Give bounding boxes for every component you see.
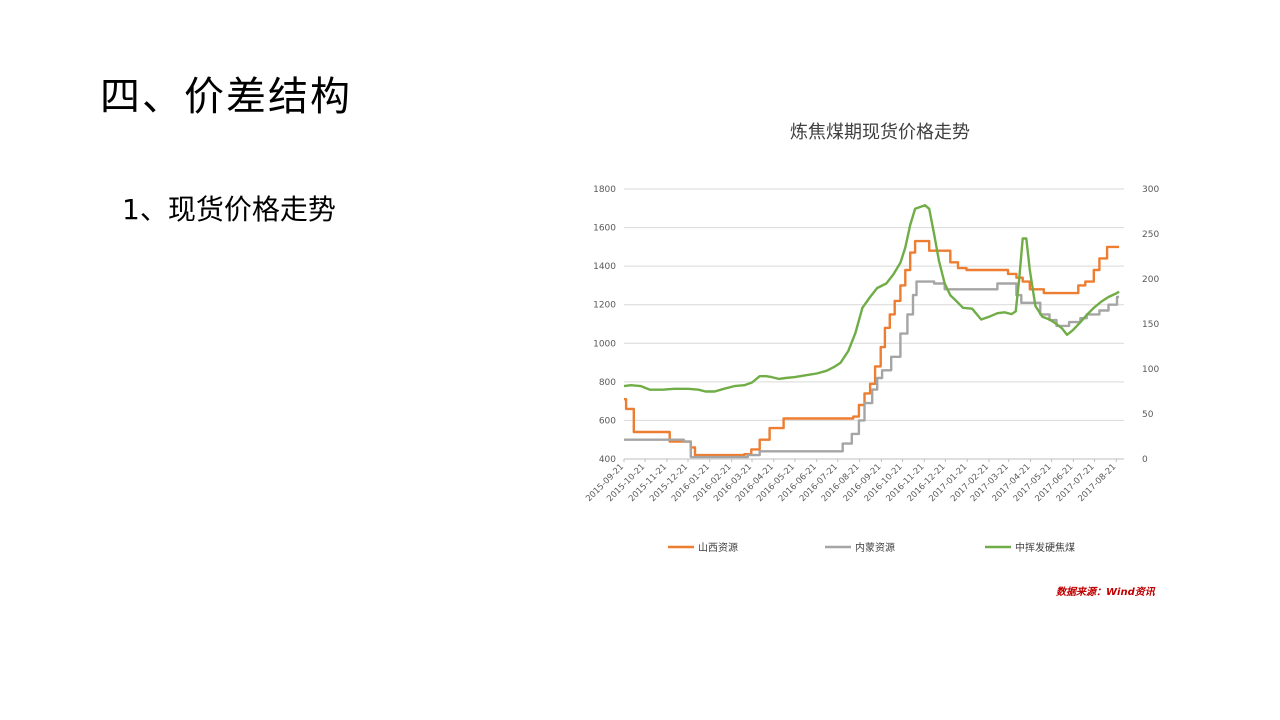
- y-left-tick-label: 800: [599, 378, 616, 388]
- y-right-tick-label: 150: [1142, 320, 1159, 330]
- y-right-tick-label: 0: [1142, 455, 1148, 465]
- y-left-tick-label: 1200: [593, 301, 616, 311]
- y-right-tick-label: 250: [1142, 230, 1159, 240]
- y-left-tick-label: 1000: [593, 339, 616, 349]
- slide-title: 四、价差结构: [100, 74, 352, 120]
- y-right-tick-label: 200: [1142, 275, 1159, 285]
- y-right-tick-label: 100: [1142, 365, 1159, 375]
- legend-label: 中挥发硬焦煤: [1015, 541, 1075, 554]
- y-right-tick-label: 300: [1142, 185, 1159, 195]
- y-right-tick-label: 50: [1142, 410, 1154, 420]
- chart-title: 炼焦煤期现货价格走势: [790, 122, 970, 143]
- y-left-tick-label: 1400: [593, 262, 616, 272]
- series-line: [624, 239, 1120, 457]
- y-left-tick-label: 1800: [593, 185, 616, 195]
- price-trend-chart: 400 600 800 1000 1200 1400 1600 1800 0 50 100 150 20…: [584, 185, 1159, 554]
- y-left-tick-label: 600: [599, 416, 616, 426]
- legend-label: 山西资源: [698, 541, 738, 554]
- y-left-tick-label: 400: [599, 455, 616, 465]
- series-line: [624, 280, 1120, 459]
- y-left-tick-label: 1600: [593, 224, 616, 234]
- section-heading: 1、现货价格走势: [122, 193, 336, 226]
- chart-container: 400 600 800 1000 1200 1400 1600 1800 0 50 100 150 20…: [580, 110, 1180, 580]
- series-line: [623, 204, 1120, 393]
- source-note: 数据来源：Wind资讯: [1056, 587, 1155, 598]
- legend-label: 内蒙资源: [855, 541, 895, 554]
